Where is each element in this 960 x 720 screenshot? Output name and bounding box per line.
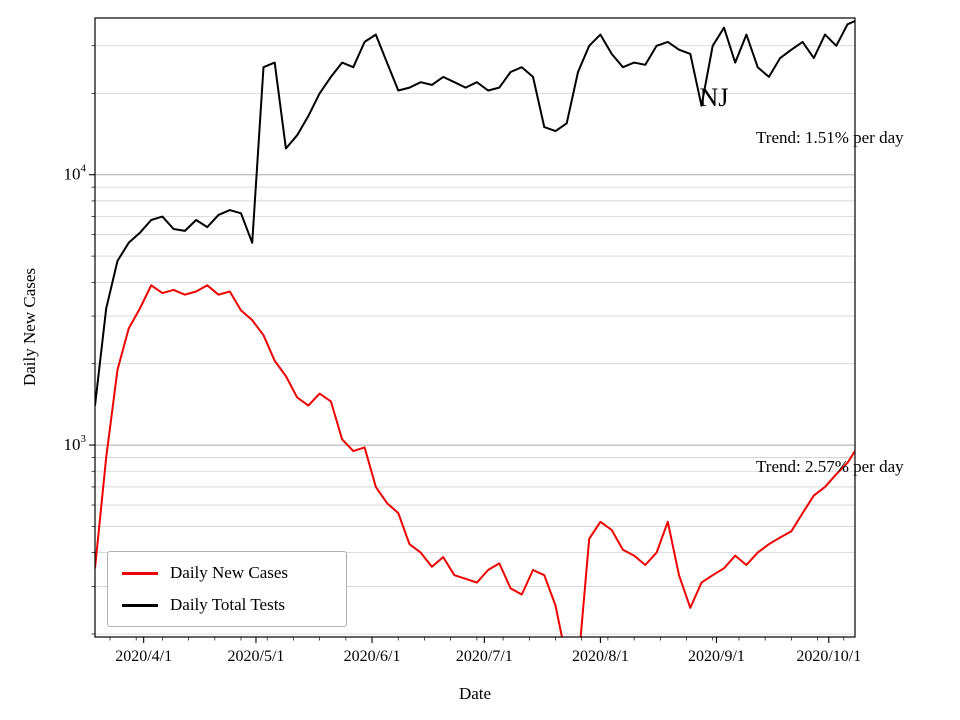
svg-text:103: 103 (64, 433, 87, 454)
svg-text:2020/8/1: 2020/8/1 (572, 648, 629, 665)
y-axis-label: Daily New Cases (20, 267, 39, 387)
legend-line-swatch-daily-total-tests (122, 603, 158, 607)
svg-text:2020/7/1: 2020/7/1 (456, 648, 513, 665)
legend-label-daily-total-tests: Daily Total Tests (170, 595, 286, 614)
trend-cases-annotation: Trend: 2.57% per day (756, 457, 904, 476)
svg-text:2020/10/1: 2020/10/1 (796, 648, 861, 665)
svg-text:2020/6/1: 2020/6/1 (344, 648, 401, 665)
svg-text:2020/5/1: 2020/5/1 (228, 648, 285, 665)
svg-text:2020/4/1: 2020/4/1 (115, 648, 172, 665)
legend-item-daily-new-cases: Daily New Cases (122, 563, 332, 583)
legend-item-daily-total-tests: Daily Total Tests (122, 595, 332, 615)
legend: Daily New Cases Daily Total Tests (107, 551, 347, 627)
state-annotation: NJ (699, 83, 729, 112)
svg-text:2020/9/1: 2020/9/1 (688, 648, 745, 665)
legend-line-swatch-daily-new-cases (122, 571, 158, 575)
svg-text:104: 104 (64, 163, 87, 184)
x-axis-label: Date (458, 684, 492, 703)
trend-tests-annotation: Trend: 1.51% per day (756, 128, 904, 147)
legend-label-daily-new-cases: Daily New Cases (170, 563, 289, 582)
